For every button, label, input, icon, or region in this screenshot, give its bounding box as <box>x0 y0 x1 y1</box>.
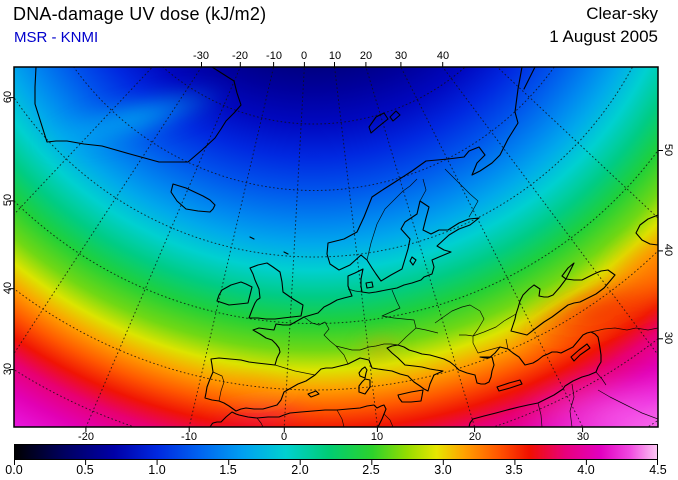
lat-label-right: 50 <box>662 143 674 157</box>
coast-sardinia <box>358 378 371 395</box>
source-label: MSR - KNMI <box>14 29 99 46</box>
sahara-egypt-anomaly <box>517 373 658 427</box>
greenland-ice-anomaly <box>37 85 231 153</box>
coast-zealand <box>365 281 374 289</box>
border-central-europe <box>303 288 417 365</box>
coast-iceland <box>170 183 216 213</box>
meridian--20 <box>85 67 241 427</box>
coastlines <box>34 67 658 427</box>
coast-sicily <box>397 389 424 403</box>
iberia-anomaly <box>212 372 296 402</box>
coast-crete <box>496 379 523 392</box>
lon-label-bottom: 0 <box>280 431 288 443</box>
border-north-africa <box>256 371 607 427</box>
colorbar-tick-label: 3.0 <box>434 463 452 477</box>
frame-ticks <box>9 62 663 432</box>
border-turkey-east <box>590 327 658 333</box>
coast-north-africa <box>209 404 387 427</box>
colorbar-tick-label: 2.5 <box>362 463 380 477</box>
lon-label-top: 0 <box>300 50 308 62</box>
parallel-80 <box>162 67 466 125</box>
coast-cyprus <box>570 343 591 362</box>
lon-label-bottom: 20 <box>468 431 482 443</box>
lon-label-top: -10 <box>266 50 282 62</box>
lon-label-top: 40 <box>436 50 450 62</box>
parallel-60 <box>14 67 633 258</box>
country-borders <box>212 168 658 427</box>
lon-label-bottom: 30 <box>576 431 590 443</box>
colorbar-tick-label: 4.0 <box>577 463 595 477</box>
colorbar-tick-label: 2.0 <box>291 463 309 477</box>
meridian-30 <box>400 67 584 427</box>
europe-uv-map <box>9 62 663 432</box>
middle-east-anomaly <box>604 234 658 310</box>
colorbar-tick-label: 0.0 <box>5 463 23 477</box>
colorbar-tick-label: 0.5 <box>76 463 94 477</box>
meridian-10 <box>334 67 378 427</box>
meridian-40 <box>442 67 658 356</box>
nile-river <box>569 383 575 427</box>
colorbar-tick-label: 3.5 <box>505 463 523 477</box>
parallel-70 <box>73 67 555 191</box>
lat-label-right: 40 <box>662 243 674 257</box>
coast-greenland <box>34 67 242 163</box>
lon-label-top: 20 <box>359 50 373 62</box>
coast-ireland <box>216 281 253 306</box>
border-scandinavia <box>366 168 479 261</box>
coast-corsica <box>358 366 368 379</box>
condition-label: Clear-sky <box>586 4 658 23</box>
meridian-0 <box>283 67 305 427</box>
colorbar-ticks <box>14 460 658 465</box>
lon-label-bottom: 10 <box>370 431 384 443</box>
lat-label-left: 30 <box>2 362 14 376</box>
colorbar-frame <box>14 444 658 460</box>
lon-label-top: -20 <box>232 50 248 62</box>
lon-label-bottom: -20 <box>78 431 94 443</box>
coast-faroe <box>249 236 255 240</box>
meridian--40 <box>14 67 154 216</box>
coast-shetland <box>283 251 289 255</box>
lon-label-top: 10 <box>328 50 342 62</box>
colorbar-tick-label: 1.0 <box>148 463 166 477</box>
coast-mainland-europe <box>204 67 602 427</box>
colorbar <box>14 444 658 465</box>
lat-label-left: 40 <box>2 281 14 295</box>
colorbar-tick-label: 1.5 <box>219 463 237 477</box>
red-sea <box>597 389 658 420</box>
lat-label-left: 50 <box>2 193 14 207</box>
border-iberia <box>212 364 316 402</box>
page-title: DNA-damage UV dose (kJ/m2) <box>13 4 267 24</box>
colorbar-gradient <box>14 444 658 460</box>
coast-svalbard <box>368 110 401 134</box>
date-label: 1 August 2005 <box>549 27 658 46</box>
border-balkans <box>397 304 517 354</box>
map-frame <box>13 66 659 428</box>
lat-label-left: 60 <box>2 90 14 104</box>
meridian-20 <box>365 67 476 427</box>
colorbar-tick-label: 4.5 <box>649 463 667 477</box>
lon-label-bottom: -10 <box>181 431 197 443</box>
lat-label-right: 30 <box>662 331 674 345</box>
coast-caspian <box>635 214 658 246</box>
coast-novaya-zemlya <box>523 67 536 90</box>
meridian--10 <box>188 67 275 427</box>
meridian--30 <box>14 67 203 355</box>
lon-label-top: -30 <box>193 50 209 62</box>
coast-great-britain <box>248 262 304 320</box>
lon-label-top: 30 <box>394 50 408 62</box>
coast-black-sea <box>510 262 616 336</box>
coast-mallorca <box>307 390 320 398</box>
alps-anomaly <box>354 337 404 359</box>
coast-gotland <box>409 256 417 266</box>
